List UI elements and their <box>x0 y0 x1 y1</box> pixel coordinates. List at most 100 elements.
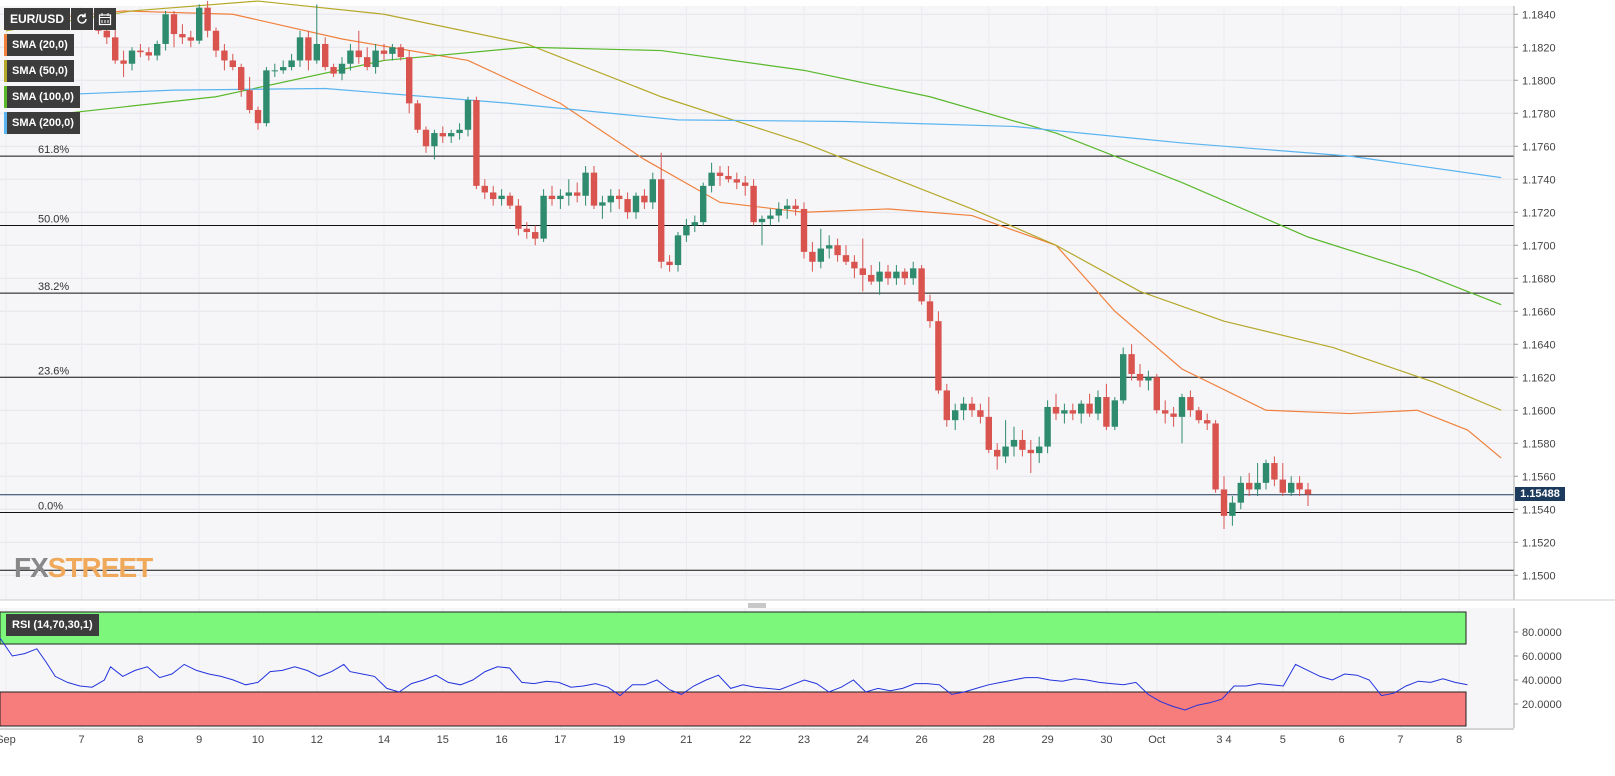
candle[interactable] <box>120 50 127 77</box>
candle[interactable] <box>1237 476 1244 510</box>
candle[interactable] <box>112 27 119 64</box>
candle[interactable] <box>280 60 287 74</box>
candle[interactable] <box>288 53 295 71</box>
indicator-sma200[interactable]: SMA (200,0) <box>4 112 80 134</box>
candle[interactable] <box>154 40 161 61</box>
candle[interactable] <box>1094 390 1102 421</box>
candle[interactable] <box>406 50 413 114</box>
candle[interactable] <box>145 47 152 61</box>
candle[interactable] <box>632 192 640 219</box>
candle[interactable] <box>859 238 866 292</box>
candle[interactable] <box>1170 406 1177 427</box>
candle[interactable] <box>137 43 144 58</box>
candle[interactable] <box>557 189 564 209</box>
candle[interactable] <box>943 383 950 427</box>
candle[interactable] <box>254 106 262 130</box>
candle[interactable] <box>868 265 875 285</box>
candles[interactable] <box>95 1 1312 530</box>
candle[interactable] <box>708 162 715 193</box>
candle[interactable] <box>1304 482 1312 506</box>
candle[interactable] <box>338 57 346 81</box>
candle[interactable] <box>389 43 396 61</box>
indicator-sma20[interactable]: SMA (20,0) <box>4 34 74 56</box>
candle[interactable] <box>977 403 984 424</box>
candle[interactable] <box>775 202 782 223</box>
candle[interactable] <box>498 189 505 206</box>
candle[interactable] <box>431 129 438 160</box>
candle[interactable] <box>372 43 379 74</box>
candle[interactable] <box>347 43 354 71</box>
candle[interactable] <box>364 47 371 71</box>
candle[interactable] <box>985 397 992 454</box>
candle[interactable] <box>784 199 791 219</box>
candle[interactable] <box>834 238 841 262</box>
candle[interactable] <box>170 10 178 48</box>
candle[interactable] <box>1204 413 1211 431</box>
candle[interactable] <box>758 215 766 246</box>
candle[interactable] <box>355 30 362 64</box>
candle[interactable] <box>481 179 488 200</box>
candle[interactable] <box>464 96 472 137</box>
candle[interactable] <box>1086 393 1093 417</box>
candle[interactable] <box>1187 390 1194 417</box>
candle[interactable] <box>994 443 1001 470</box>
candle[interactable] <box>322 37 329 71</box>
candle[interactable] <box>1002 420 1009 464</box>
candle[interactable] <box>1220 476 1228 530</box>
candle[interactable] <box>599 195 606 219</box>
candle[interactable] <box>506 192 514 209</box>
candle[interactable] <box>1212 420 1219 493</box>
refresh-icon[interactable] <box>71 8 94 30</box>
candle[interactable] <box>246 76 253 114</box>
candle[interactable] <box>1262 459 1270 490</box>
candle[interactable] <box>380 43 388 61</box>
candle[interactable] <box>658 152 665 269</box>
candle[interactable] <box>330 63 337 77</box>
candle[interactable] <box>565 179 572 206</box>
symbol-label[interactable]: EUR/USD <box>4 8 71 30</box>
calendar-icon[interactable] <box>94 8 117 30</box>
candle[interactable] <box>1195 406 1202 424</box>
candle[interactable] <box>952 403 959 431</box>
candle[interactable] <box>817 228 824 269</box>
candle[interactable] <box>296 30 304 68</box>
candle[interactable] <box>800 202 808 259</box>
candle[interactable] <box>901 268 908 285</box>
candle[interactable] <box>624 192 631 219</box>
candle[interactable] <box>910 261 917 285</box>
candle[interactable] <box>876 261 883 295</box>
candle[interactable] <box>733 172 740 190</box>
candle[interactable] <box>1128 344 1135 381</box>
candle[interactable] <box>1145 370 1152 391</box>
indicator-sma50[interactable]: SMA (50,0) <box>4 60 74 82</box>
candle[interactable] <box>397 43 404 61</box>
candle[interactable] <box>1010 426 1018 457</box>
candle[interactable] <box>666 255 673 272</box>
candle[interactable] <box>1288 476 1295 497</box>
rsi-label[interactable]: RSI (14,70,30,1) <box>6 614 99 636</box>
candle[interactable] <box>1271 456 1278 487</box>
candle[interactable] <box>1078 400 1085 424</box>
candle[interactable] <box>792 199 799 216</box>
candle[interactable] <box>1254 463 1261 497</box>
candle[interactable] <box>1296 476 1303 497</box>
candle[interactable] <box>884 265 892 285</box>
candle[interactable] <box>1111 397 1118 431</box>
candle[interactable] <box>1027 439 1034 473</box>
candle[interactable] <box>590 166 598 209</box>
candle[interactable] <box>238 63 245 97</box>
candle[interactable] <box>204 1 211 38</box>
candle[interactable] <box>616 189 623 209</box>
candle[interactable] <box>960 397 967 421</box>
candle[interactable] <box>212 27 220 58</box>
candle[interactable] <box>414 100 421 134</box>
candle[interactable] <box>767 208 774 226</box>
candle[interactable] <box>842 245 850 266</box>
candle[interactable] <box>128 47 136 71</box>
candle[interactable] <box>263 67 270 127</box>
candle[interactable] <box>918 265 925 305</box>
candle[interactable] <box>1044 400 1051 454</box>
candle[interactable] <box>574 182 581 203</box>
candle[interactable] <box>742 175 749 196</box>
